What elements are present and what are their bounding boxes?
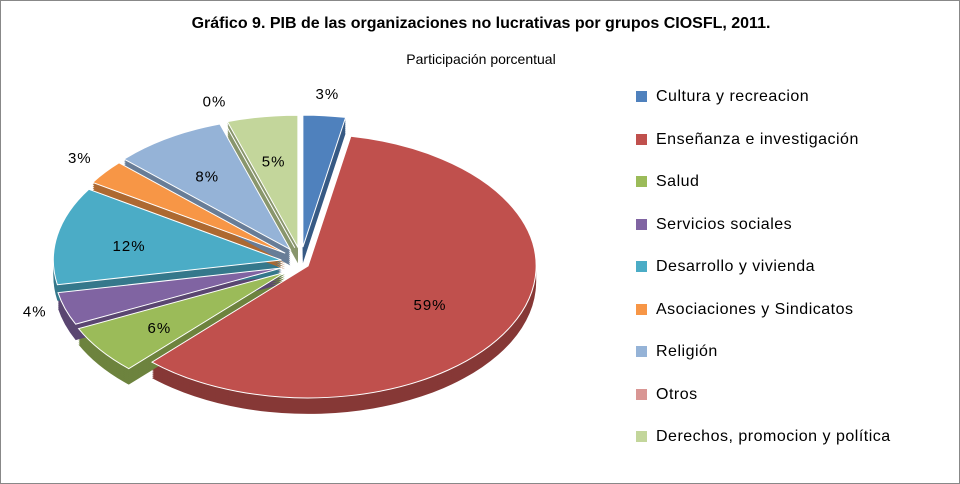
data-label: 3%: [315, 86, 339, 103]
slice-tops: [52, 114, 537, 399]
slice: [302, 114, 347, 248]
legend-item: Desarrollo y vivienda: [636, 256, 956, 299]
legend-swatch: [636, 388, 647, 400]
legend-swatch: [636, 133, 647, 145]
chart-subtitle: Participación porcentual: [406, 51, 556, 67]
legend-swatch: [636, 303, 647, 315]
slice: [223, 121, 296, 249]
slice: [123, 123, 292, 251]
data-label: 12%: [113, 238, 146, 255]
legend-label: Asociaciones y Sindicatos: [656, 300, 854, 318]
slice: [91, 162, 286, 254]
legend-label: Cultura y recreacion: [656, 88, 810, 105]
legend-swatch: [636, 431, 647, 442]
slice: [77, 271, 286, 370]
data-label: 5%: [262, 154, 286, 171]
legend-item: Enseñanza e investigación: [636, 129, 956, 172]
slice: [52, 188, 282, 286]
chart-title: Gráfico 9. PIB de las organizaciones no …: [191, 15, 771, 32]
legend-swatch: [636, 261, 647, 272]
legend-item: Religión: [636, 341, 956, 384]
legend-label: Religión: [656, 343, 718, 360]
slice: [57, 267, 283, 325]
legend-label: Derechos, promocion y política: [656, 428, 891, 445]
legend-item: Derechos, promocion y política: [636, 426, 956, 469]
data-label: 59%: [414, 297, 447, 314]
legend-swatch: [636, 346, 647, 357]
legend-item: Servicios sociales: [636, 214, 956, 257]
legend-label: Servicios sociales: [656, 215, 793, 233]
legend-item: Otros: [636, 384, 956, 427]
legend-item: Salud: [636, 171, 956, 214]
legend: Cultura y recreacion Enseñanza e investig…: [636, 86, 956, 469]
slice: [151, 135, 537, 399]
data-label: 0%: [203, 94, 227, 111]
legend-item: Asociaciones y Sindicatos: [636, 299, 956, 342]
data-label: 3%: [68, 150, 92, 167]
legend-swatch: [636, 218, 647, 230]
legend-swatch: [636, 176, 647, 187]
legend-label: Otros: [656, 385, 698, 403]
slice: [226, 114, 299, 250]
legend-label: Enseñanza e investigación: [656, 130, 859, 148]
legend-item: Cultura y recreacion: [636, 86, 956, 129]
legend-label: Desarrollo y vivienda: [656, 258, 816, 275]
data-label: 4%: [23, 303, 47, 320]
data-label: 8%: [195, 169, 219, 186]
data-label: 6%: [148, 320, 172, 337]
legend-swatch: [636, 91, 647, 102]
legend-label: Salud: [656, 173, 700, 190]
